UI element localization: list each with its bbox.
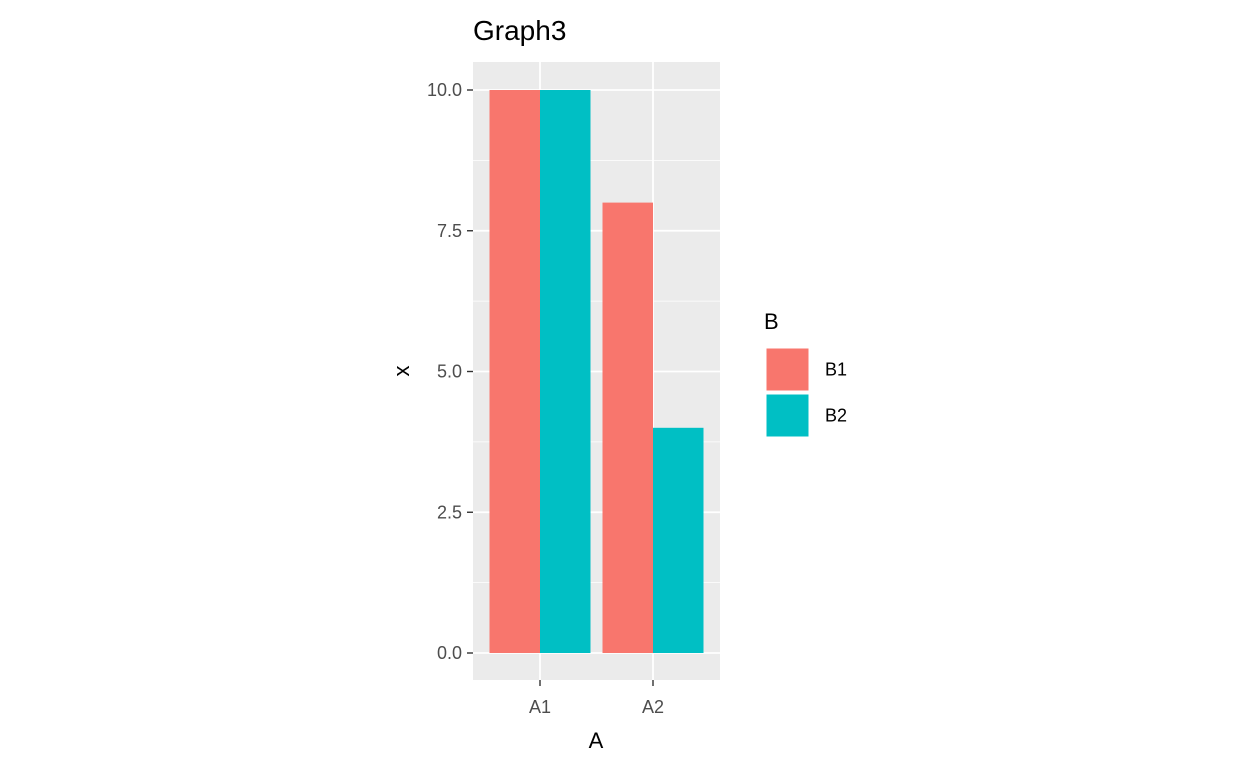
bars bbox=[489, 90, 704, 653]
chart-title: Graph3 bbox=[473, 15, 566, 46]
legend-label: B2 bbox=[825, 406, 847, 426]
y-tick-label: 5.0 bbox=[437, 362, 462, 382]
y-tick-label: 2.5 bbox=[437, 502, 462, 522]
y-tick-label: 0.0 bbox=[437, 643, 462, 663]
y-tick-label: 7.5 bbox=[437, 221, 462, 241]
y-tick-label: 10.0 bbox=[427, 80, 462, 100]
x-tick-label: A1 bbox=[529, 697, 551, 717]
bar bbox=[540, 90, 591, 653]
legend: B B1 B2 bbox=[764, 309, 847, 438]
x-axis-title: A bbox=[589, 728, 604, 753]
legend-key bbox=[765, 393, 810, 438]
y-axis-title: x bbox=[389, 366, 414, 377]
y-axis-ticks: 0.0 2.5 5.0 7.5 10.0 bbox=[427, 80, 473, 663]
legend-items: B1 B2 bbox=[765, 347, 847, 438]
bar bbox=[489, 90, 540, 653]
legend-title: B bbox=[764, 309, 779, 334]
legend-label: B1 bbox=[825, 360, 847, 380]
x-tick-label: A2 bbox=[642, 697, 664, 717]
legend-key bbox=[765, 347, 810, 392]
bar bbox=[653, 427, 704, 653]
bar bbox=[602, 202, 653, 653]
x-axis-ticks: A1 A2 bbox=[529, 680, 664, 717]
